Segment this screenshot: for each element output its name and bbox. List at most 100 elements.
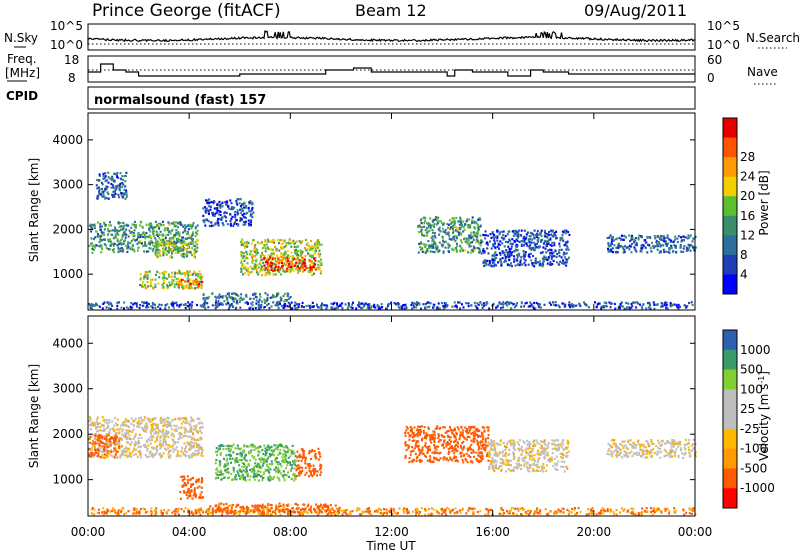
power-cell (465, 237, 468, 241)
power-cell (482, 302, 485, 305)
power-cell (144, 233, 146, 237)
power-cell (194, 241, 197, 244)
power-cell (178, 280, 181, 283)
power-cell (295, 261, 298, 264)
power-cell (540, 231, 542, 234)
power-cell (290, 260, 293, 263)
velocity-cell (156, 423, 159, 426)
power-cell (136, 242, 139, 245)
power-cell (280, 243, 283, 246)
power-cell (254, 266, 257, 269)
power-cell (88, 244, 91, 247)
velocity-cell (571, 507, 574, 510)
power-cell (165, 243, 168, 247)
power-cell (95, 184, 98, 187)
power-cell (297, 249, 300, 253)
velocity-cell (171, 511, 174, 514)
power-cell (249, 297, 251, 300)
velocity-cell (160, 455, 163, 458)
power-cell (307, 304, 310, 307)
power-cell (431, 220, 434, 223)
velocity-cell (619, 511, 622, 514)
power-cell (455, 305, 458, 308)
power-cell (568, 304, 570, 307)
power-cell (205, 199, 208, 202)
velocity-cell (151, 452, 154, 456)
power-cell (495, 264, 498, 267)
power-cell (289, 242, 292, 245)
power-cell (216, 220, 219, 223)
velocity-cell (190, 425, 193, 428)
velocity-cell (279, 504, 282, 508)
power-cell (191, 287, 194, 290)
velocity-cell (139, 451, 142, 454)
power-cell (221, 303, 224, 306)
power-cell (272, 252, 275, 255)
power-cell (558, 251, 561, 255)
power-cell (211, 211, 214, 214)
power-cell (284, 303, 287, 306)
power-cell (281, 247, 284, 250)
power-cell (148, 224, 151, 227)
power-cell (184, 274, 186, 277)
power-cell (140, 220, 143, 223)
power-cell (517, 263, 520, 266)
power-cell (162, 283, 164, 286)
power-cell (550, 248, 553, 251)
power-cell (522, 237, 525, 240)
velocity-cell (114, 453, 117, 456)
power-cell (111, 175, 114, 178)
velocity-cell (114, 434, 117, 437)
power-cell (266, 268, 269, 272)
power-cell (287, 257, 290, 260)
power-cell (553, 233, 555, 236)
power-cell (240, 269, 243, 272)
power-cell (118, 187, 121, 191)
velocity-cell (197, 480, 200, 483)
power-cell (299, 269, 301, 272)
power-cell (480, 239, 483, 242)
power-cell (124, 230, 127, 233)
velocity-cell (130, 417, 133, 420)
power-cell (449, 227, 452, 230)
power-cell (532, 246, 535, 249)
power-cell (162, 252, 165, 255)
power-cell (252, 259, 255, 262)
velocity-cell (653, 511, 656, 514)
velocity-cell (534, 510, 537, 513)
velocity-cell (101, 416, 104, 419)
velocity-cell (590, 512, 593, 515)
power-cell (174, 224, 177, 228)
velocity-cell (369, 510, 371, 513)
velocity-cell (127, 419, 130, 422)
power-cell (437, 250, 440, 253)
velocity-cell (121, 421, 124, 424)
velocity-cell (233, 511, 236, 514)
velocity-cell (150, 436, 153, 439)
power-cell (124, 185, 127, 188)
velocity-cell (299, 512, 302, 515)
power-cell (175, 247, 177, 250)
power-cell (455, 229, 457, 232)
power-cell (170, 275, 173, 278)
velocity-cell (195, 439, 198, 442)
power-cell (517, 236, 520, 239)
power-cell (368, 307, 371, 310)
power-cell (280, 239, 283, 242)
power-cell (666, 307, 669, 310)
power-cell (202, 207, 205, 210)
velocity-cell (637, 513, 640, 516)
power-cell (504, 302, 507, 305)
power-cell (197, 281, 199, 284)
power-cell (437, 219, 440, 223)
velocity-cell (529, 510, 532, 513)
power-cell (277, 300, 280, 303)
power-cell (659, 237, 661, 241)
power-cell (466, 218, 469, 221)
power-cell (536, 261, 539, 264)
power-cell (163, 276, 165, 279)
velocity-cell (90, 512, 93, 515)
power-cell (196, 229, 199, 233)
power-cell (172, 279, 175, 282)
power-cell (271, 240, 274, 243)
